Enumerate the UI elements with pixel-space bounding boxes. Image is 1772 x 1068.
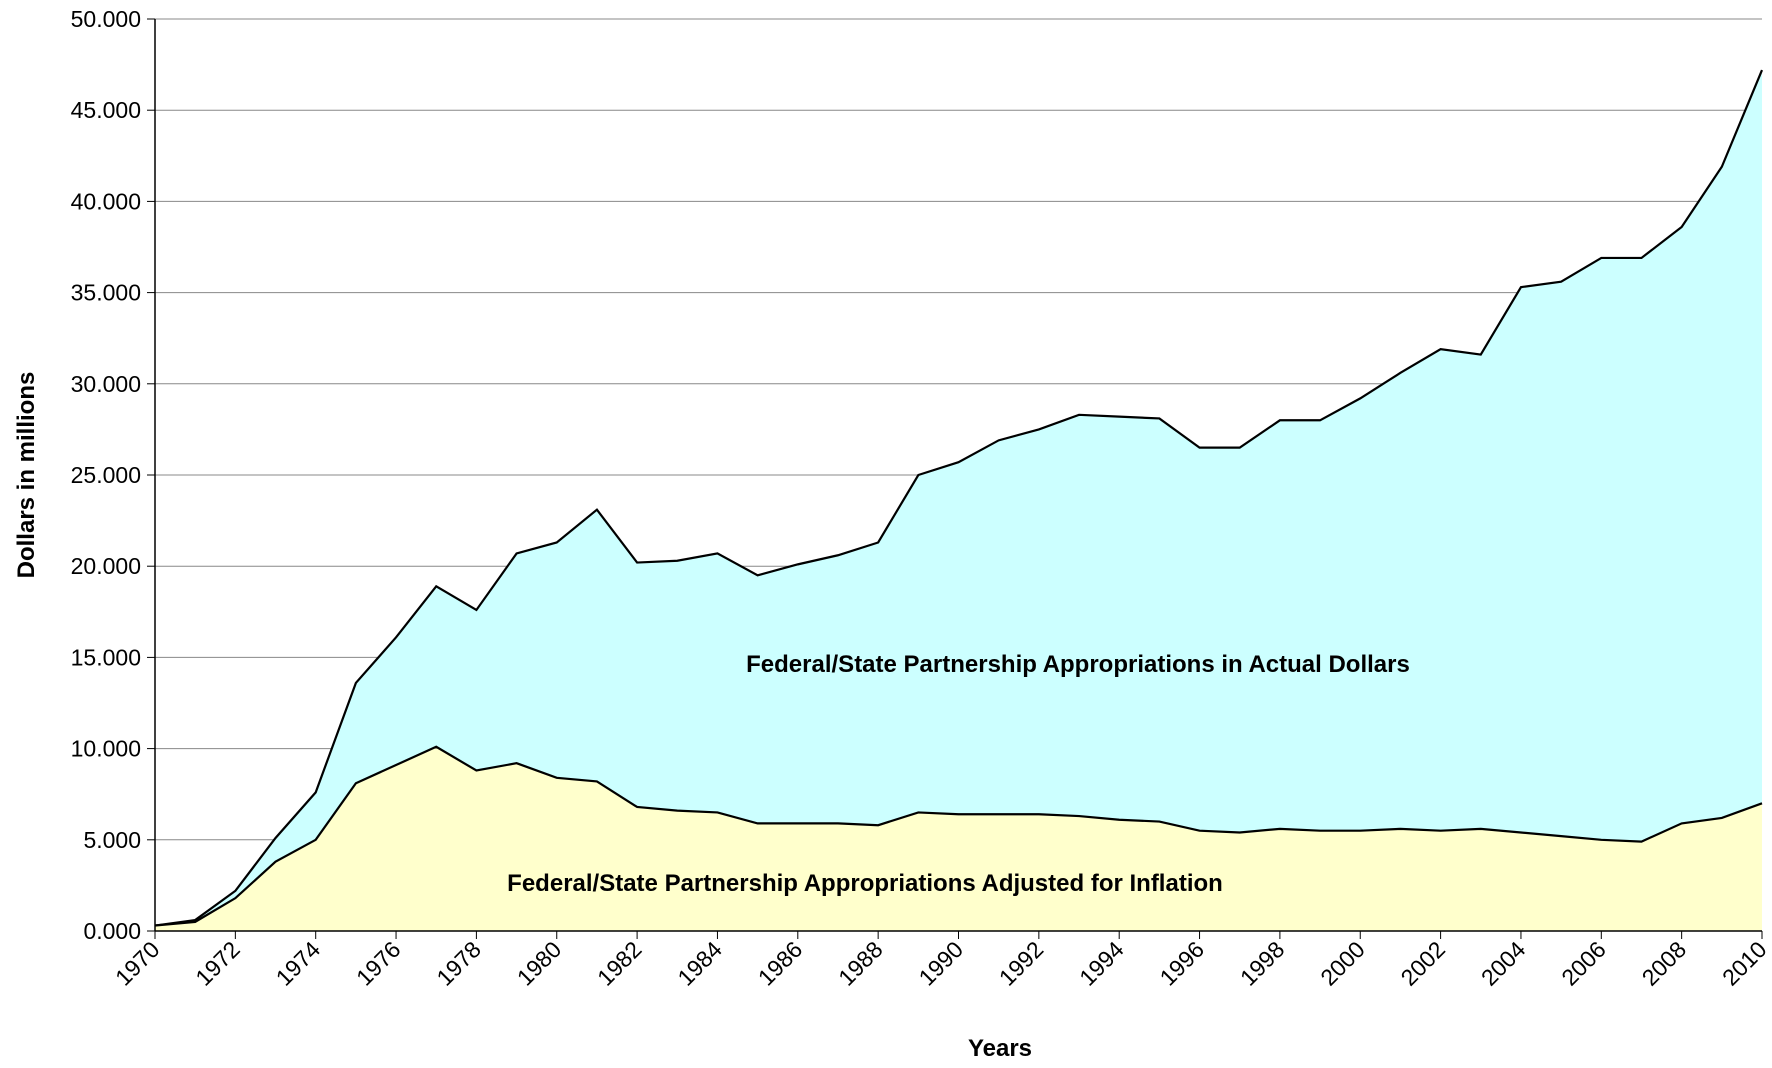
x-tick-label: 2008 bbox=[1637, 936, 1692, 991]
x-tick-label: 2000 bbox=[1315, 936, 1370, 991]
x-tick-label: 1990 bbox=[913, 936, 968, 991]
y-tick-label: 40.000 bbox=[71, 188, 141, 214]
x-tick-label: 2006 bbox=[1556, 936, 1611, 991]
area bbox=[155, 746, 1762, 931]
x-tick-label: 2002 bbox=[1396, 936, 1451, 991]
x-tick-label: 1974 bbox=[271, 936, 326, 991]
y-axis-label: Dollars in millions bbox=[13, 372, 40, 579]
y-tick-label: 50.000 bbox=[71, 6, 141, 32]
x-tick-label: 1976 bbox=[351, 936, 406, 991]
y-tick-label: 15.000 bbox=[71, 644, 141, 670]
x-tick-label: 1972 bbox=[190, 936, 245, 991]
x-tick-label: 1970 bbox=[110, 936, 165, 991]
area-line bbox=[154, 745, 1763, 927]
x-tick-label: 1984 bbox=[672, 936, 727, 991]
series-label: Federal/State Partnership Appropriations… bbox=[746, 651, 1410, 678]
x-tick-label: 1998 bbox=[1235, 936, 1290, 991]
series-label: Federal/State Partnership Appropriations… bbox=[507, 870, 1223, 897]
x-tick-label: 1978 bbox=[431, 936, 486, 991]
y-tick-label: 0.000 bbox=[83, 918, 141, 944]
x-tick-label: 2010 bbox=[1717, 936, 1772, 991]
x-tick-label: 2004 bbox=[1476, 936, 1531, 991]
x-tick-label: 1988 bbox=[833, 936, 888, 991]
x-tick-label: 1986 bbox=[753, 936, 808, 991]
y-tick-label: 35.000 bbox=[71, 280, 141, 306]
y-tick-label: 10.000 bbox=[71, 736, 141, 762]
y-tick-label: 5.000 bbox=[83, 827, 141, 853]
x-tick-label: 1992 bbox=[994, 936, 1049, 991]
y-tick-label: 20.000 bbox=[71, 553, 141, 579]
y-tick-label: 30.000 bbox=[71, 371, 141, 397]
x-tick-label: 1996 bbox=[1155, 936, 1210, 991]
x-tick-label: 1994 bbox=[1074, 936, 1129, 991]
x-axis-label: Years bbox=[968, 1035, 1032, 1062]
x-tick-label: 1980 bbox=[512, 936, 567, 991]
area-line bbox=[154, 69, 1764, 927]
x-tick-label: 1982 bbox=[592, 936, 647, 991]
y-tick-label: 25.000 bbox=[71, 462, 141, 488]
y-tick-label: 45.000 bbox=[71, 97, 141, 123]
area bbox=[155, 70, 1762, 931]
